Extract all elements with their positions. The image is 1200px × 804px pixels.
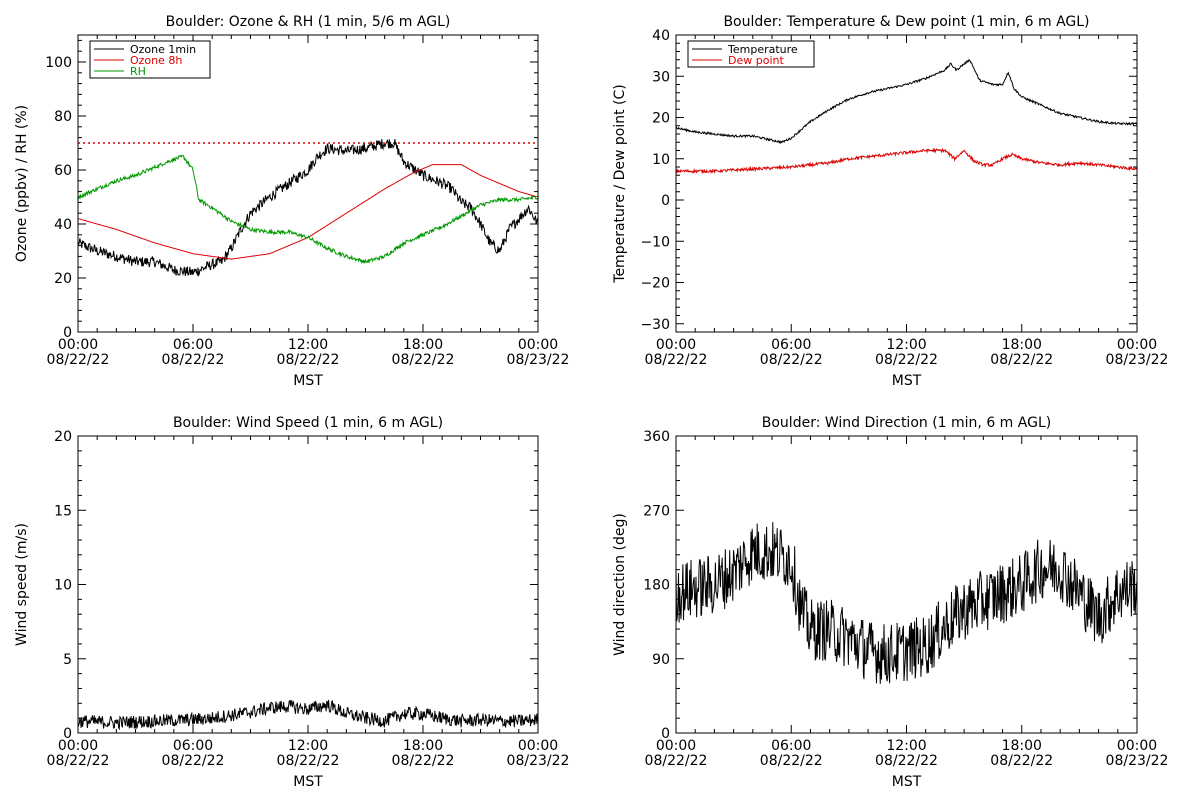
- y-tick-label: 0: [661, 193, 670, 209]
- x-tick-date: 08/22/22: [162, 352, 225, 368]
- y-tick-label: 5: [63, 652, 72, 668]
- chart-title: Boulder: Temperature & Dew point (1 min,…: [723, 14, 1089, 30]
- legend-label: Ozone 8h: [130, 54, 182, 67]
- x-tick-date: 08/22/22: [47, 352, 110, 368]
- y-tick-label: 30: [652, 69, 670, 85]
- x-tick-date: 08/22/22: [760, 352, 823, 368]
- x-tick-time: 06:00: [771, 337, 811, 353]
- x-tick-time: 06:00: [173, 337, 213, 353]
- series-line-series-0: [78, 699, 538, 731]
- legend-label: Temperature: [727, 43, 798, 56]
- y-tick-label: 20: [652, 111, 670, 127]
- y-tick-label: 100: [45, 55, 72, 71]
- y-tick-label: −20: [640, 276, 670, 292]
- legend-label: RH: [130, 65, 146, 78]
- legend-box: [687, 40, 815, 68]
- series-line-dew-point: [676, 147, 1137, 175]
- x-tick-time: 00:00: [656, 738, 696, 754]
- y-tick-label: 180: [643, 578, 670, 594]
- legend-label: Dew point: [728, 54, 784, 67]
- plot-frame: [77, 34, 539, 333]
- y-tick-label: 60: [54, 163, 72, 179]
- y-tick-label: 15: [54, 503, 72, 519]
- x-tick-time: 18:00: [1002, 337, 1042, 353]
- y-tick-label: 80: [54, 109, 72, 125]
- x-axis-label: MST: [293, 373, 323, 389]
- y-axis-label: Wind speed (m/s): [14, 523, 30, 646]
- x-tick-time: 12:00: [886, 738, 926, 754]
- series-line-rh: [78, 154, 538, 265]
- y-tick-label: −10: [640, 234, 670, 250]
- y-tick-label: 0: [661, 726, 670, 742]
- y-tick-label: 90: [652, 652, 670, 668]
- x-tick-date: 08/23/22: [507, 352, 570, 368]
- x-tick-date: 08/22/22: [277, 352, 340, 368]
- chart-title: Boulder: Ozone & RH (1 min, 5/6 m AGL): [166, 14, 451, 30]
- x-tick-date: 08/22/22: [875, 352, 938, 368]
- x-tick-time: 12:00: [288, 337, 328, 353]
- chart-wind_dir: Boulder: Wind Direction (1 min, 6 m AGL)…: [612, 415, 1168, 790]
- chart-wind_speed: Boulder: Wind Speed (1 min, 6 m AGL) 00:0…: [14, 415, 569, 790]
- y-axis-label: Temperature / Dew point (C): [612, 84, 628, 283]
- x-tick-date: 08/22/22: [760, 753, 823, 769]
- y-tick-label: 40: [54, 217, 72, 233]
- x-tick-time: 06:00: [173, 738, 213, 754]
- x-tick-time: 00:00: [58, 337, 98, 353]
- x-axis-label: MST: [892, 373, 922, 389]
- x-tick-date: 08/23/22: [507, 753, 570, 769]
- x-axis-label: MST: [293, 774, 323, 790]
- plot-frame: [675, 34, 1138, 333]
- x-tick-date: 08/23/22: [1106, 352, 1169, 368]
- x-tick-time: 00:00: [518, 738, 558, 754]
- x-tick-date: 08/22/22: [645, 352, 708, 368]
- x-tick-time: 12:00: [288, 738, 328, 754]
- y-axis-label: Ozone (ppbv) / RH (%): [14, 105, 30, 262]
- y-tick-label: 40: [652, 28, 670, 44]
- chart-ozone_rh: Boulder: Ozone & RH (1 min, 5/6 m AGL)00…: [14, 14, 569, 389]
- series-line-ozone-1min: [78, 139, 538, 278]
- x-tick-time: 00:00: [1117, 337, 1157, 353]
- x-tick-date: 08/22/22: [990, 352, 1053, 368]
- y-axis-label: Wind direction (deg): [612, 513, 628, 656]
- x-tick-time: 06:00: [771, 738, 811, 754]
- x-tick-time: 00:00: [518, 337, 558, 353]
- y-tick-label: 20: [54, 271, 72, 287]
- y-tick-label: −30: [640, 317, 670, 333]
- x-tick-time: 18:00: [403, 738, 443, 754]
- series-line-series-0: [676, 522, 1137, 684]
- y-tick-label: 0: [63, 726, 72, 742]
- chart-title: Boulder: Wind Direction (1 min, 6 m AGL): [762, 415, 1051, 431]
- y-tick-label: 10: [652, 152, 670, 168]
- x-tick-date: 08/22/22: [645, 753, 708, 769]
- x-tick-time: 18:00: [1002, 738, 1042, 754]
- x-tick-time: 18:00: [403, 337, 443, 353]
- y-tick-label: 360: [643, 429, 670, 445]
- y-tick-label: 270: [643, 503, 670, 519]
- chart-title: Boulder: Wind Speed (1 min, 6 m AGL): [173, 415, 443, 431]
- legend-label: Ozone 1min: [130, 43, 196, 56]
- plot-frame: [77, 435, 539, 734]
- x-tick-date: 08/22/22: [392, 753, 455, 769]
- x-tick-time: 00:00: [1117, 738, 1157, 754]
- y-tick-label: 20: [54, 429, 72, 445]
- x-tick-date: 08/22/22: [162, 753, 225, 769]
- x-tick-time: 12:00: [886, 337, 926, 353]
- y-tick-label: 0: [63, 325, 72, 341]
- x-tick-time: 00:00: [58, 738, 98, 754]
- x-tick-date: 08/22/22: [392, 352, 455, 368]
- chart-temp_dew: Boulder: Temperature & Dew point (1 min,…: [612, 14, 1168, 389]
- x-tick-time: 00:00: [656, 337, 696, 353]
- x-axis-label: MST: [892, 774, 922, 790]
- x-tick-date: 08/22/22: [990, 753, 1053, 769]
- series-line-temperature: [676, 58, 1137, 145]
- x-tick-date: 08/22/22: [875, 753, 938, 769]
- x-tick-date: 08/23/22: [1106, 753, 1169, 769]
- x-tick-date: 08/22/22: [277, 753, 340, 769]
- x-tick-date: 08/22/22: [47, 753, 110, 769]
- y-tick-label: 10: [54, 578, 72, 594]
